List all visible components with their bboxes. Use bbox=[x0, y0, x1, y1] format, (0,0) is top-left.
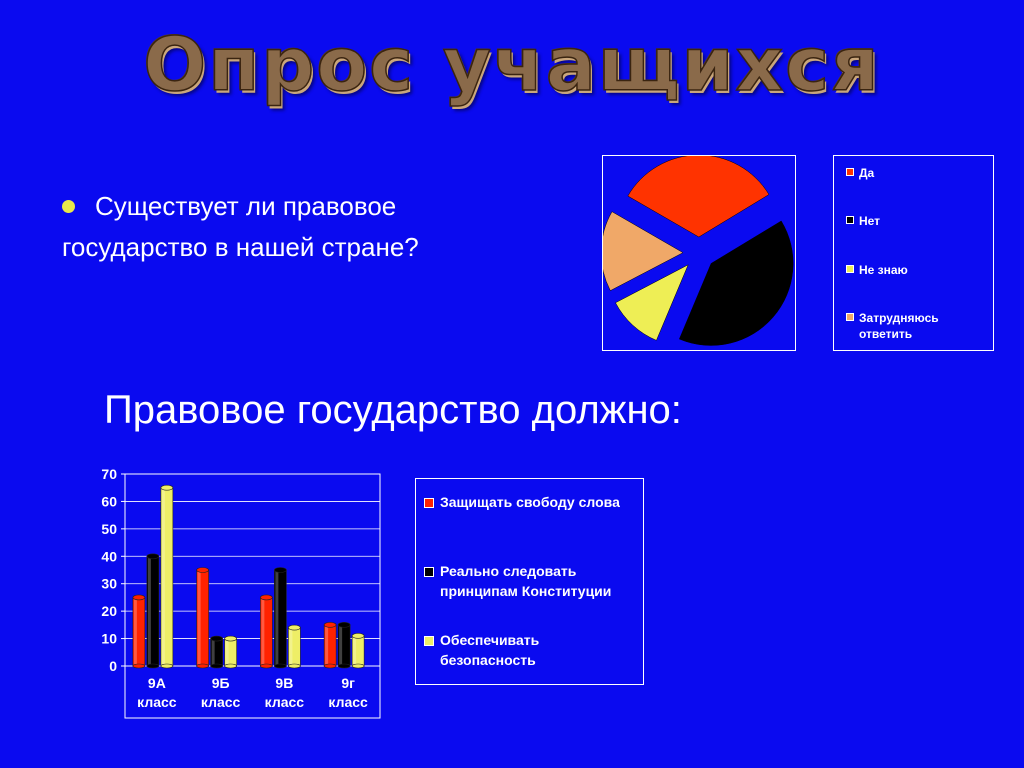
bar-legend-item: Защищать свободу слова bbox=[424, 492, 634, 512]
bar-chart: 0 10 20 30 40 50 60 70 9А класс 9Б класс 9В класс 9г кл… bbox=[101, 466, 381, 719]
x-tick-label: класс bbox=[137, 694, 177, 710]
bar-legend-swatch bbox=[424, 498, 434, 508]
bar-legend-swatch bbox=[424, 636, 434, 646]
pie-legend-label: Да bbox=[859, 166, 875, 180]
bar bbox=[274, 567, 287, 669]
pie-slice bbox=[627, 156, 770, 238]
slide-title: Опрос учащихся bbox=[143, 21, 881, 109]
x-tick-label: 9Б bbox=[212, 675, 230, 691]
pie-legend-item: Не знаю bbox=[846, 262, 908, 278]
pie-legend-swatch bbox=[846, 216, 854, 224]
bar bbox=[288, 624, 301, 669]
x-tick-label: 9А bbox=[148, 675, 166, 691]
x-tick-label: класс bbox=[328, 694, 368, 710]
bar bbox=[146, 553, 160, 669]
pie-legend-swatch bbox=[846, 168, 854, 176]
pie-legend-label: Нет bbox=[859, 214, 881, 228]
bar bbox=[160, 484, 174, 669]
y-tick-label: 60 bbox=[101, 493, 117, 509]
bar bbox=[210, 635, 223, 669]
pie-chart bbox=[602, 155, 796, 351]
pie-legend-swatch bbox=[846, 265, 854, 273]
y-tick-label: 70 bbox=[101, 466, 117, 482]
pie-chart-canvas bbox=[603, 156, 794, 346]
bullet-icon bbox=[62, 200, 75, 214]
bar bbox=[196, 567, 209, 669]
pie-legend-swatch bbox=[846, 313, 854, 321]
survey-question: Существует ли правовое государство в наш… bbox=[62, 186, 502, 268]
pie-legend-item: Нет bbox=[846, 213, 880, 229]
pie-slice bbox=[615, 264, 689, 341]
pie-legend-item: Да bbox=[846, 165, 874, 181]
y-tick-label: 0 bbox=[109, 658, 117, 674]
x-tick-label: класс bbox=[265, 694, 305, 710]
bar-legend-label: Защищать свободу слова bbox=[440, 494, 620, 510]
x-tick-label: 9г bbox=[341, 675, 355, 691]
y-tick-label: 50 bbox=[101, 521, 117, 537]
bar-legend-item: Обеспечивать безопасность bbox=[424, 630, 634, 670]
pie-legend: Да Нет Не знаю Затрудняюсь ответить bbox=[833, 155, 994, 351]
pie-legend-item: Затрудняюсь ответить bbox=[846, 310, 986, 342]
x-tick-label: 9В bbox=[275, 675, 293, 691]
question-text: Существует ли правовое государство в наш… bbox=[62, 191, 419, 262]
pie-legend-label: Затрудняюсь ответить bbox=[859, 311, 939, 341]
y-tick-label: 30 bbox=[101, 576, 117, 592]
bar-legend-label: Реально следовать принципам Конституции bbox=[440, 563, 612, 599]
y-tick-label: 40 bbox=[101, 548, 117, 564]
bar-legend-label: Обеспечивать безопасность bbox=[440, 632, 540, 668]
pie-slice bbox=[679, 220, 794, 346]
bar bbox=[260, 594, 273, 669]
bar-legend: Защищать свободу слова Реально следовать… bbox=[415, 478, 644, 685]
pie-slice bbox=[603, 211, 684, 291]
bar-legend-swatch bbox=[424, 567, 434, 577]
y-tick-label: 10 bbox=[101, 631, 117, 647]
x-tick-label: класс bbox=[201, 694, 241, 710]
bar bbox=[323, 622, 337, 669]
y-tick-label: 20 bbox=[101, 603, 117, 619]
bar bbox=[351, 633, 365, 669]
pie-legend-label: Не знаю bbox=[859, 263, 908, 277]
bar bbox=[337, 622, 351, 669]
bar bbox=[224, 635, 237, 669]
bar bbox=[132, 594, 146, 669]
category-axis bbox=[124, 665, 381, 719]
bar-legend-item: Реально следовать принципам Конституции bbox=[424, 561, 646, 601]
bar-chart-heading: Правовое государство должно: bbox=[104, 388, 682, 432]
